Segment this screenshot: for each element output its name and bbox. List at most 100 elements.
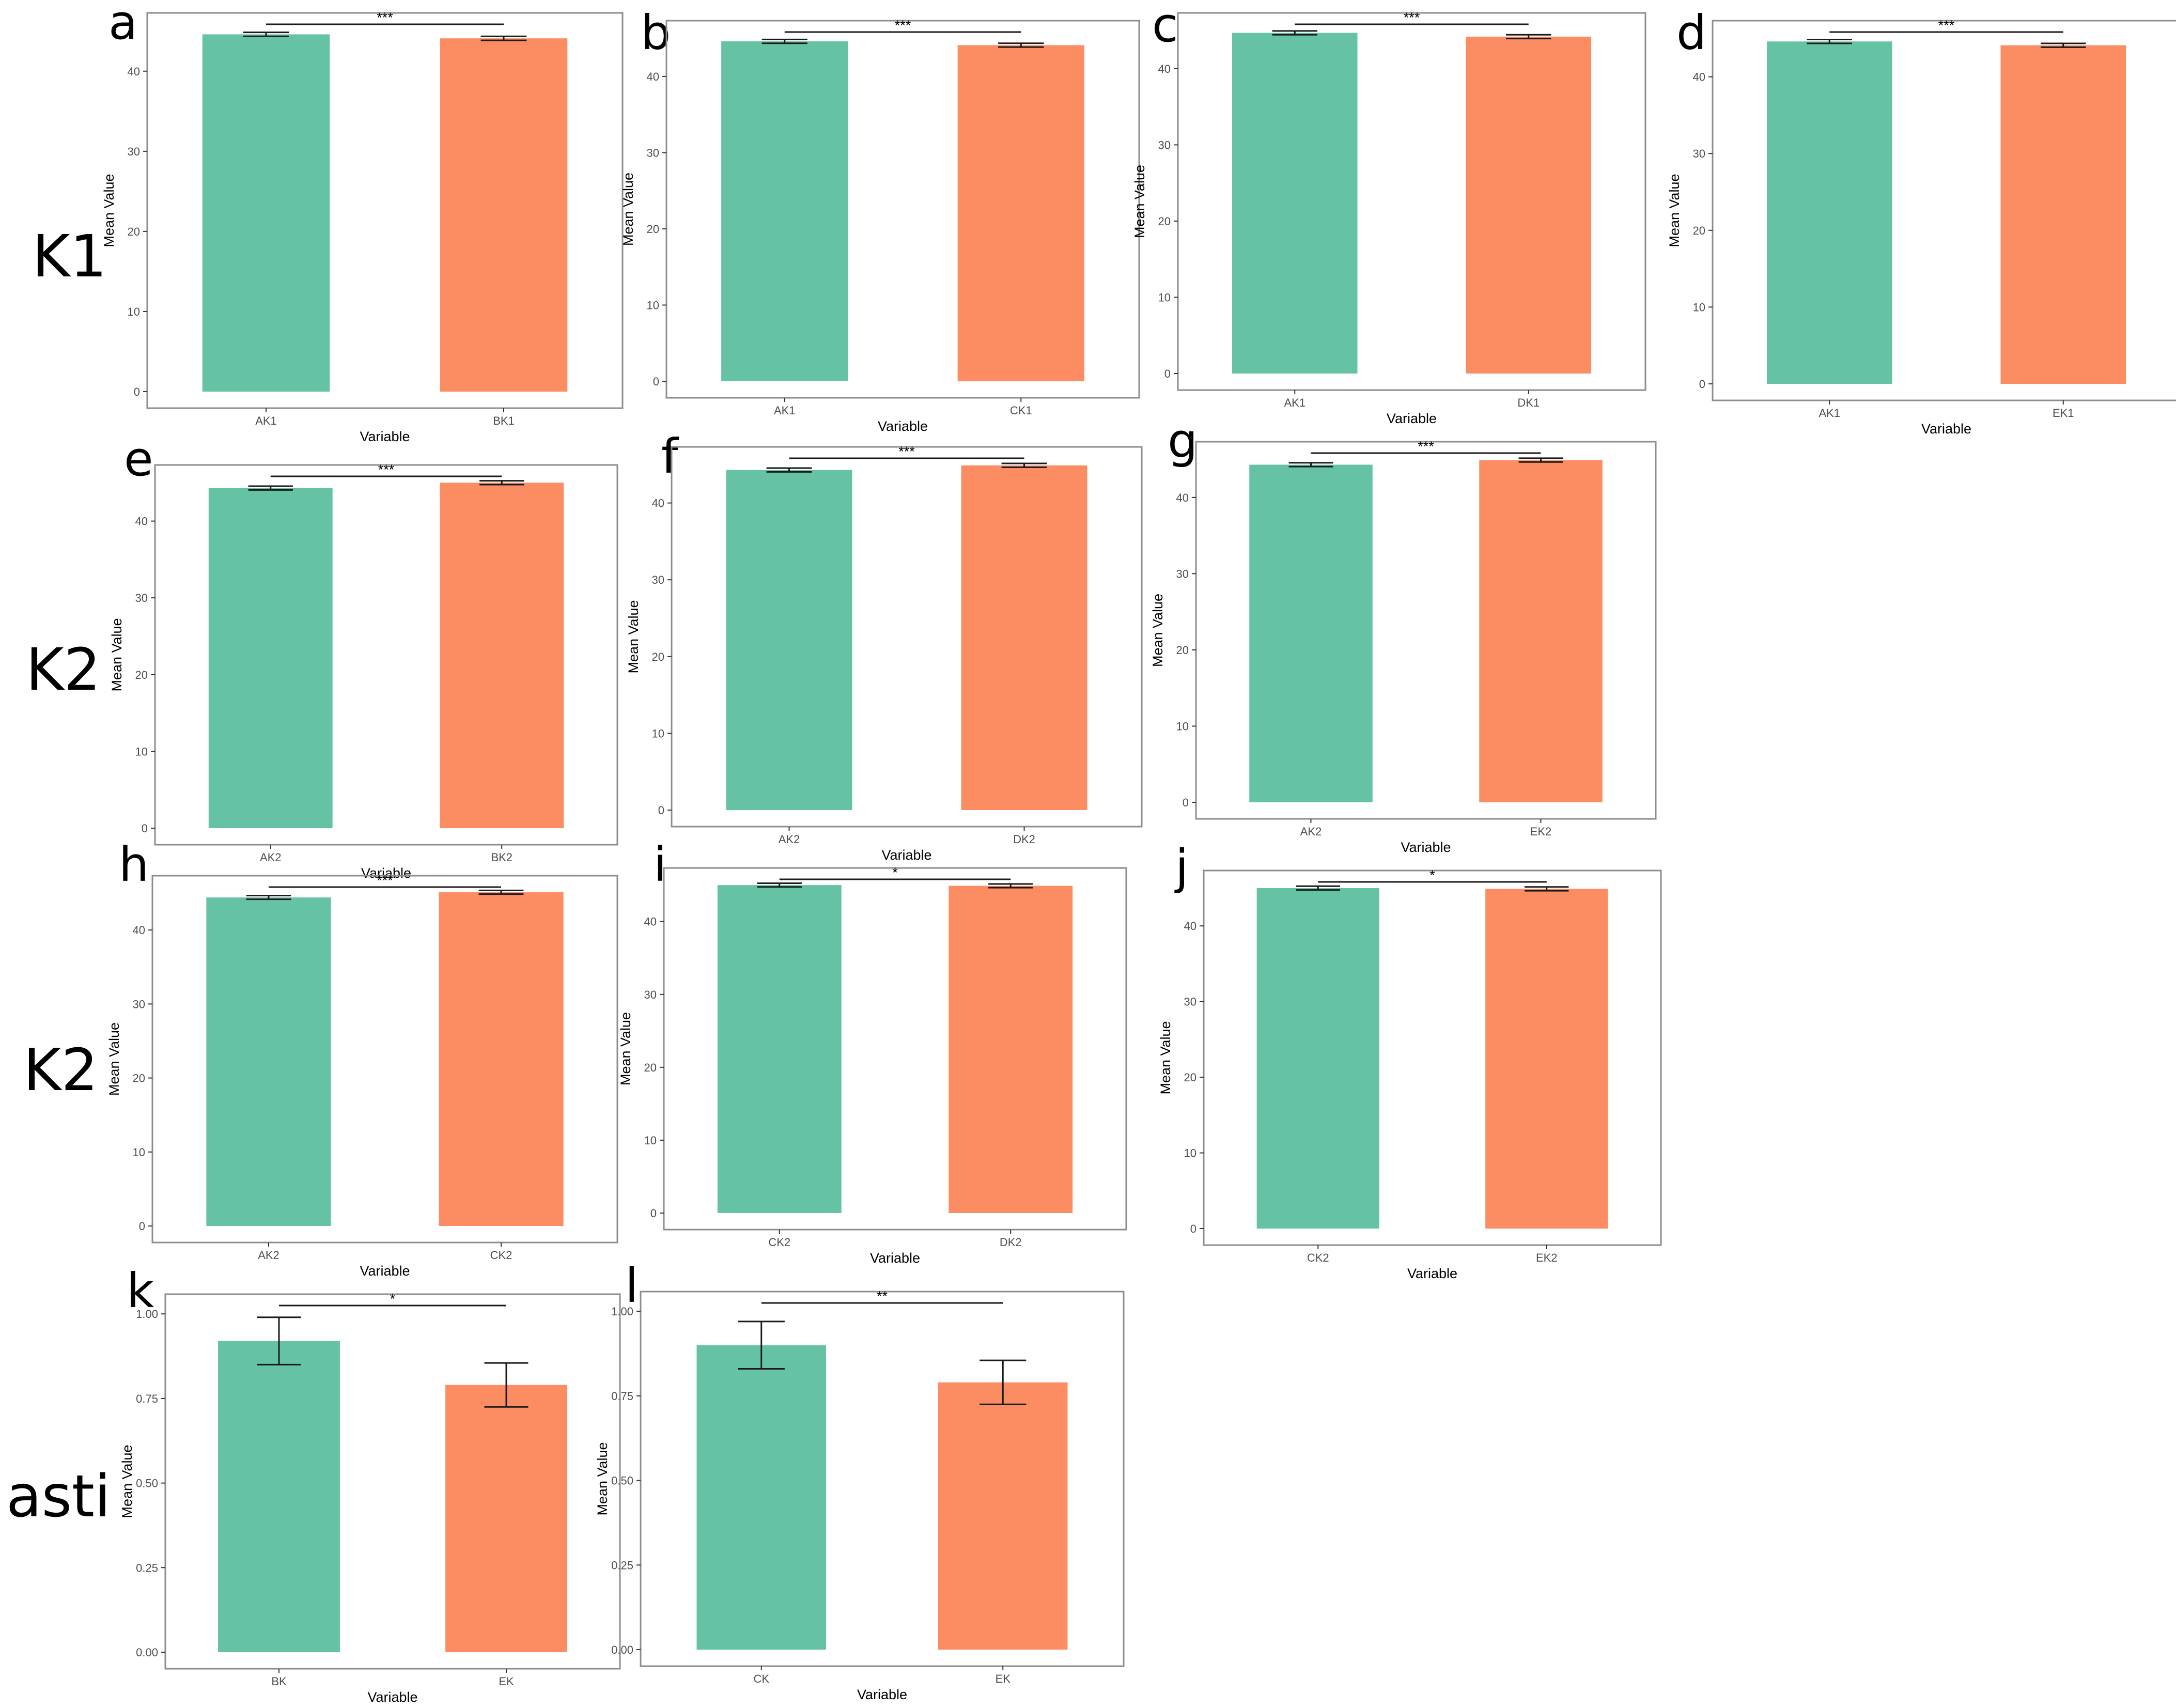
panel-k: k 0.00 0.25 0.50 0.75 1.00 Mean Value BK EK Varia… bbox=[119, 1263, 621, 1705]
bar-ak2 bbox=[726, 470, 852, 810]
panel-l: l 0.00 0.25 0.50 0.75 1.00 Mean Value CK EK Varia… bbox=[595, 1258, 1125, 1702]
plot-frame bbox=[665, 20, 1140, 399]
bar-bk2 bbox=[440, 483, 564, 828]
y-tick-label: 10 bbox=[1693, 301, 1705, 314]
bar-dk1 bbox=[1466, 36, 1592, 374]
bar-ak1 bbox=[721, 41, 848, 382]
y-tick-label: 0 bbox=[1183, 796, 1189, 809]
plot-frame bbox=[663, 867, 1127, 1231]
y-tick-label: 10 bbox=[1184, 1147, 1196, 1160]
bar-ek2 bbox=[1485, 889, 1608, 1229]
panel-letter: e bbox=[124, 431, 153, 487]
x-tick-label: AK1 bbox=[774, 404, 796, 417]
x-tick-label: EK bbox=[499, 1675, 514, 1688]
y-tick-label: 30 bbox=[1693, 147, 1705, 160]
x-tick-label: AK1 bbox=[1284, 396, 1305, 409]
bar-ak2 bbox=[1249, 464, 1373, 802]
row-label-3: K2 bbox=[23, 1037, 98, 1104]
y-axis-title: Mean Value bbox=[618, 1012, 633, 1085]
x-tick-label: EK bbox=[996, 1672, 1011, 1685]
bar-bk1 bbox=[440, 38, 568, 392]
x-axis-title: Variable bbox=[881, 847, 931, 863]
y-tick-label: 20 bbox=[647, 223, 659, 236]
panel-j: j 0 10 20 30 40 Mean Value CK2 EK2 Variable * bbox=[1158, 840, 1662, 1281]
significance-label: * bbox=[390, 1291, 396, 1307]
y-tick-label: 30 bbox=[128, 145, 140, 158]
panel-c: c 0 10 20 30 40 Mean Value AK1 DK1 Variable *** bbox=[1132, 0, 1646, 426]
y-tick-label: 20 bbox=[1184, 1071, 1196, 1084]
x-tick-label: EK2 bbox=[1536, 1251, 1558, 1264]
x-axis-title: Variable bbox=[878, 418, 928, 434]
bar-ck bbox=[696, 1345, 827, 1650]
plot-frame bbox=[1195, 441, 1657, 820]
plot-frame bbox=[1177, 12, 1646, 391]
x-tick-label: EK2 bbox=[1530, 825, 1552, 838]
y-tick-label: 40 bbox=[133, 924, 145, 937]
panel-letter: g bbox=[1168, 413, 1198, 469]
y-tick-label: 20 bbox=[1158, 215, 1171, 228]
y-tick-label: 0.00 bbox=[136, 1646, 158, 1659]
x-tick-label: BK1 bbox=[493, 414, 515, 427]
x-tick-label: AK2 bbox=[1300, 825, 1322, 838]
y-tick-label: 10 bbox=[1158, 291, 1171, 304]
x-axis-title: Variable bbox=[360, 1263, 410, 1279]
significance-label: ** bbox=[877, 1288, 888, 1304]
bar-ek bbox=[938, 1382, 1068, 1650]
significance-label: *** bbox=[1418, 439, 1434, 454]
y-tick-label: 0 bbox=[653, 375, 659, 388]
error-bar bbox=[484, 1362, 529, 1408]
x-tick-label: CK1 bbox=[1010, 404, 1032, 417]
panel-letter: l bbox=[625, 1258, 639, 1313]
significance-label: *** bbox=[377, 10, 393, 25]
x-axis-title: Variable bbox=[367, 1689, 417, 1705]
panel-letter: j bbox=[1174, 840, 1189, 895]
panel-e: e 0 10 20 30 40 Mean Value AK2 BK2 Variable *** bbox=[109, 431, 618, 881]
y-axis-title: Mean Value bbox=[595, 1442, 610, 1515]
x-tick-label: CK2 bbox=[1307, 1251, 1329, 1264]
plot-frame bbox=[154, 464, 618, 846]
y-tick-label: 10 bbox=[135, 745, 148, 758]
y-axis-title: Mean Value bbox=[1132, 165, 1147, 238]
error-bar bbox=[479, 480, 524, 486]
y-tick-label: 0.25 bbox=[136, 1561, 158, 1574]
y-tick-label: 10 bbox=[647, 299, 659, 312]
y-tick-label: 40 bbox=[1693, 71, 1705, 84]
significance-label: *** bbox=[895, 18, 911, 33]
y-axis-title: Mean Value bbox=[1150, 594, 1165, 667]
significance-label: *** bbox=[1938, 18, 1955, 33]
panel-a: a 0 10 20 30 40 Mean Value AK1 BK1 Variable *** bbox=[101, 0, 624, 444]
y-tick-label: 1.00 bbox=[611, 1305, 633, 1318]
error-bar bbox=[766, 467, 812, 473]
y-axis-title: Mean Value bbox=[106, 1022, 122, 1096]
x-tick-label: EK1 bbox=[2053, 407, 2074, 420]
y-tick-label: 0 bbox=[139, 1220, 145, 1233]
y-tick-label: 10 bbox=[133, 1146, 145, 1159]
x-tick-label: BK bbox=[271, 1675, 287, 1688]
plot-frame bbox=[1712, 20, 2176, 401]
x-tick-label: CK2 bbox=[768, 1236, 790, 1249]
significance-label: *** bbox=[377, 873, 393, 888]
x-tick-label: DK1 bbox=[1517, 396, 1540, 409]
bar-ck2 bbox=[439, 892, 564, 1226]
y-tick-label: 1.00 bbox=[136, 1308, 158, 1321]
bar-dk2 bbox=[949, 886, 1073, 1213]
error-bar bbox=[980, 1359, 1027, 1405]
y-tick-label: 10 bbox=[128, 305, 140, 318]
x-tick-label: BK2 bbox=[491, 851, 512, 864]
x-tick-label: AK1 bbox=[1818, 407, 1840, 420]
row-label-1: K1 bbox=[32, 223, 107, 290]
bar-ck2 bbox=[1256, 888, 1379, 1229]
error-bar bbox=[478, 889, 524, 895]
error-bar bbox=[761, 38, 807, 44]
x-tick-label: CK2 bbox=[490, 1249, 512, 1262]
x-axis-title: Variable bbox=[360, 429, 410, 444]
significance-label: * bbox=[892, 865, 898, 880]
bar-ak1 bbox=[1232, 33, 1358, 374]
y-tick-label: 10 bbox=[644, 1134, 657, 1147]
x-axis-title: Variable bbox=[857, 1687, 907, 1702]
x-axis-title: Variable bbox=[1387, 411, 1437, 426]
plot-frame bbox=[640, 1291, 1125, 1667]
y-tick-label: 30 bbox=[652, 573, 664, 586]
